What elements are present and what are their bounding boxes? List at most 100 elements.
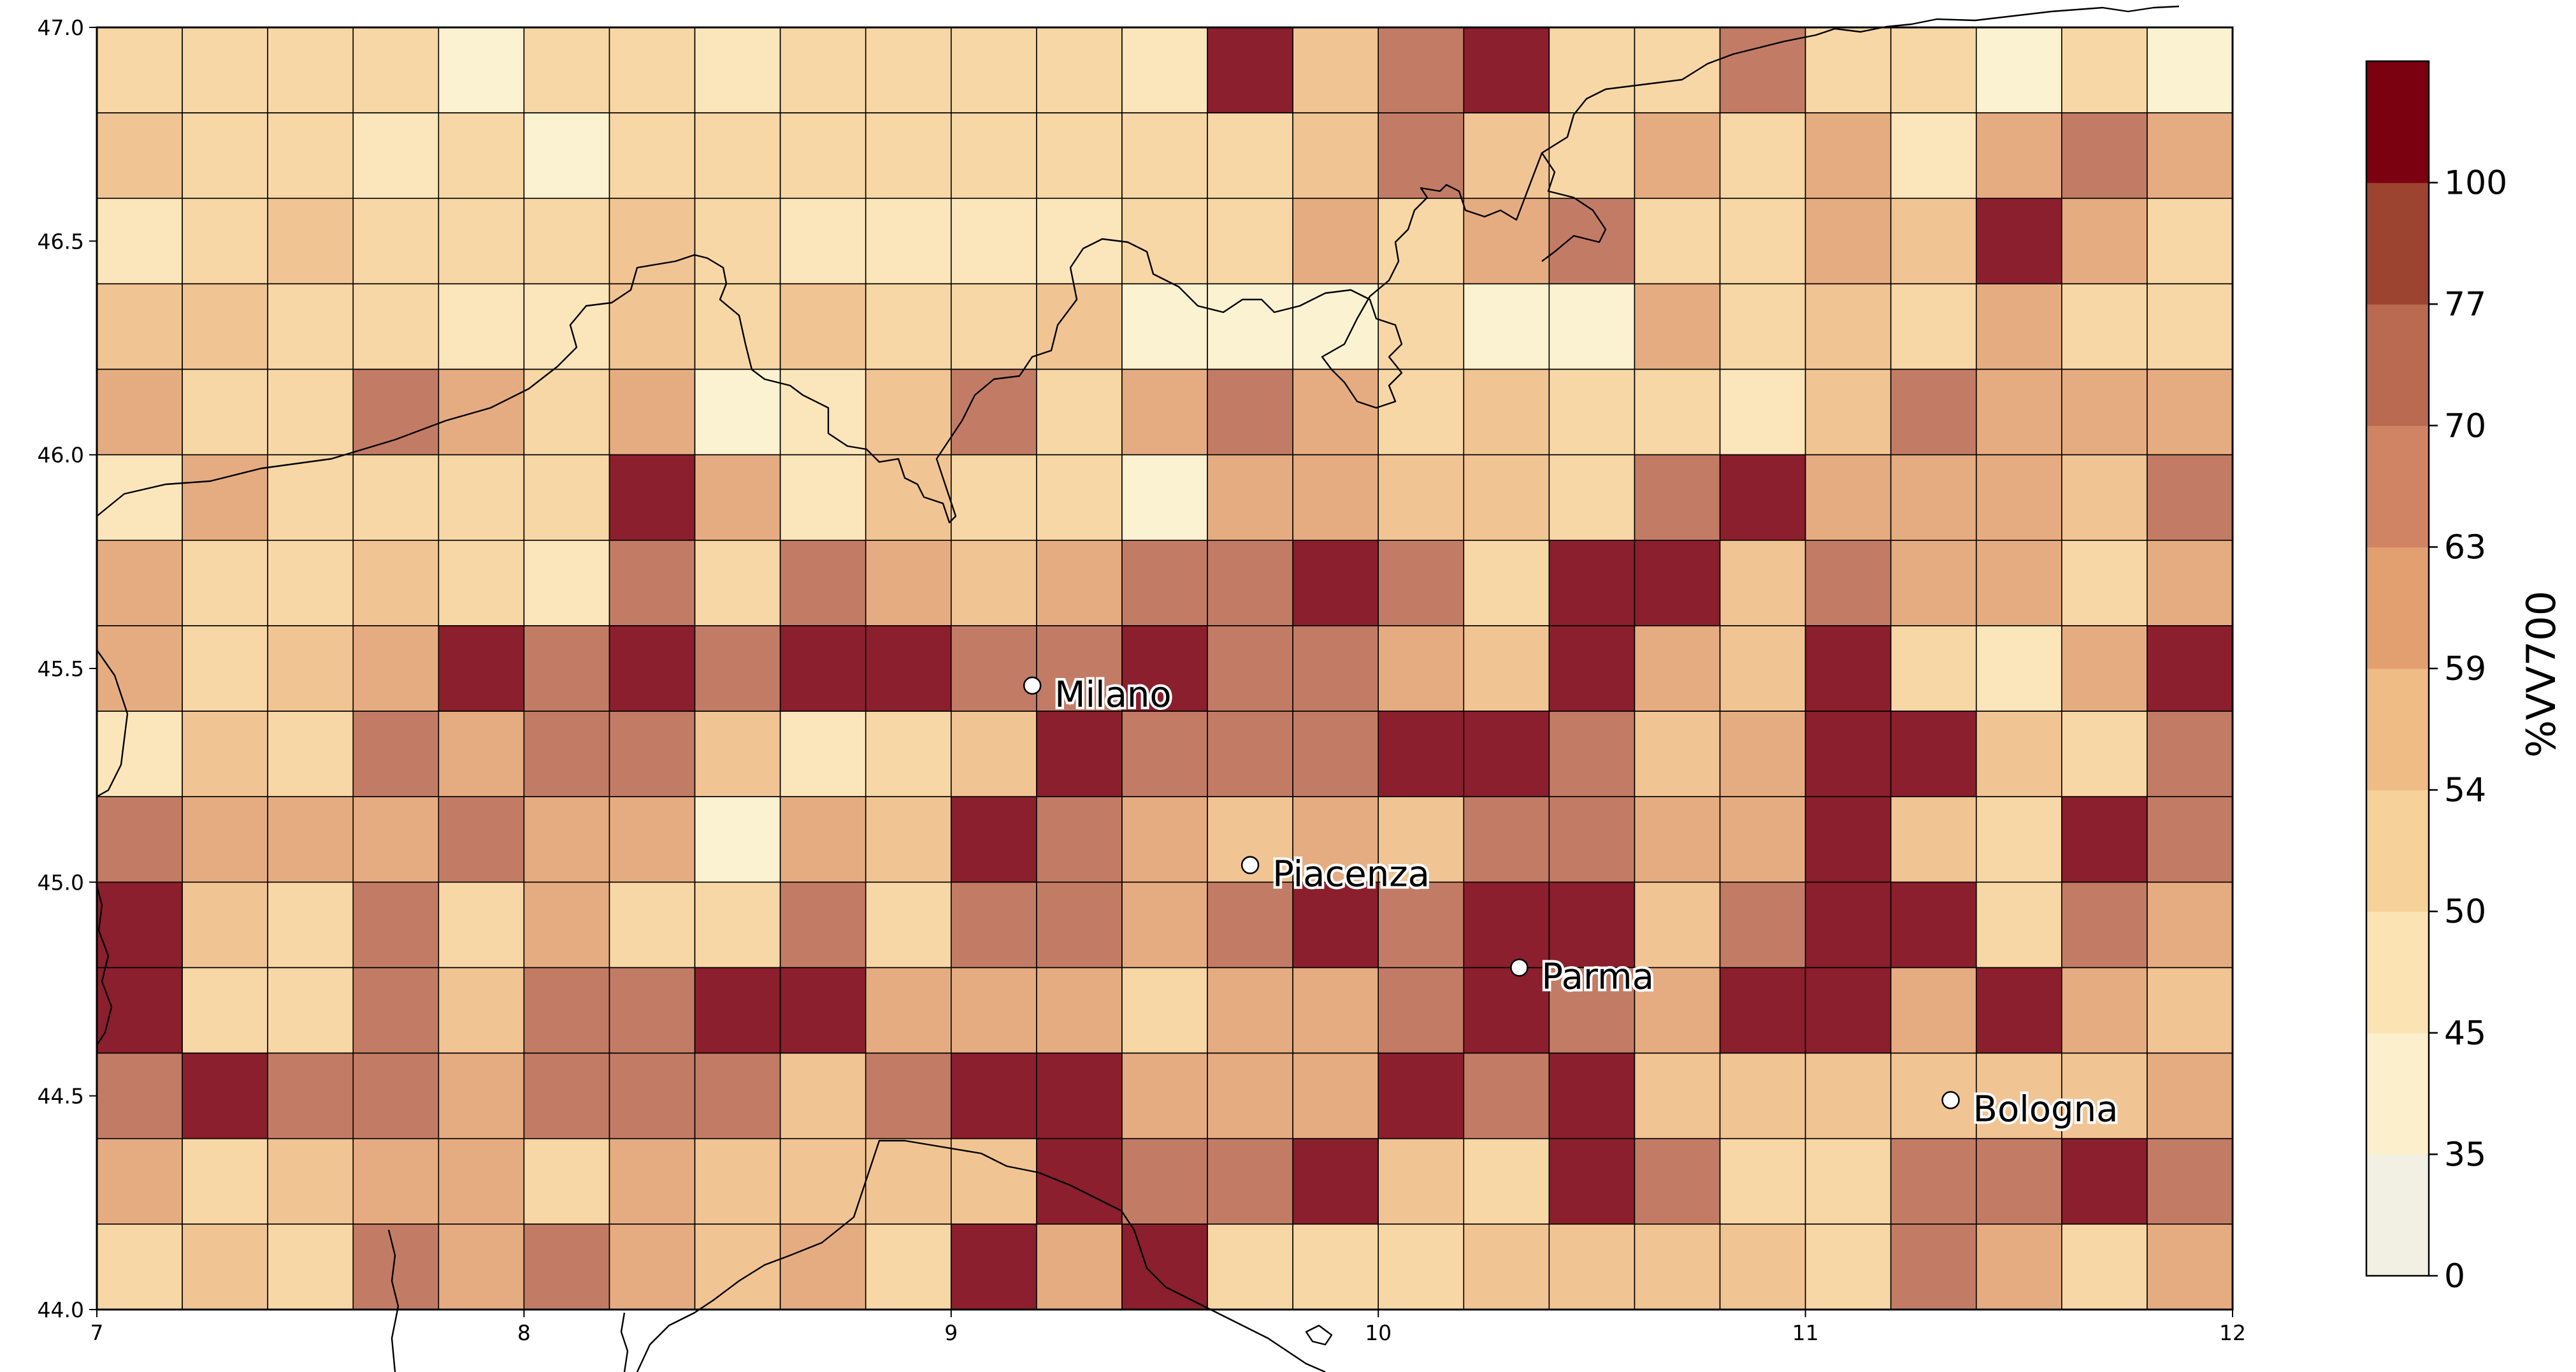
grid-cell	[182, 711, 268, 797]
grid-cell	[1634, 198, 1721, 285]
liguria-coastline	[620, 1139, 1326, 1372]
grid-cell	[1121, 112, 1208, 199]
grid-cell	[1804, 1137, 1892, 1225]
grid-cell	[1463, 198, 1550, 285]
grid-cell	[865, 1052, 952, 1139]
grid-cell	[865, 112, 952, 199]
grid-cell	[1121, 967, 1208, 1054]
grid-cell	[1463, 625, 1550, 712]
grid-cell	[96, 454, 183, 541]
grid-cell	[1463, 368, 1550, 456]
grid-cell	[182, 368, 268, 456]
y-tick-label: 45.5	[38, 656, 84, 681]
grid-cell	[1890, 112, 1977, 199]
grid-cell	[267, 796, 354, 883]
grid-cell	[865, 368, 952, 456]
grid-cell	[1207, 368, 1293, 456]
grid-cell	[865, 1137, 952, 1225]
grid-cell	[352, 625, 440, 712]
grid-cell	[352, 796, 440, 883]
grid-cell	[1378, 539, 1465, 626]
grid-cell	[951, 625, 1037, 712]
x-axis-ticks: 7 8 9 10 11 12	[90, 1310, 2246, 1345]
grid-cell	[1890, 368, 1977, 456]
grid-cell	[523, 368, 610, 456]
grid-cell	[1634, 283, 1721, 370]
grid-cell	[1207, 881, 1293, 969]
grid-cell	[608, 1137, 696, 1225]
grid-cell	[1121, 1137, 1208, 1225]
grid-cell	[182, 625, 268, 712]
grid-cell	[694, 198, 781, 285]
grid-cell	[438, 198, 525, 285]
grid-cell	[1804, 198, 1892, 285]
grid-cell	[1975, 1224, 2062, 1310]
grid-cell	[779, 27, 867, 113]
grid-cell	[2061, 881, 2148, 969]
grid-cell	[1207, 112, 1293, 199]
grid-cell	[2147, 881, 2233, 969]
colorbar-tick-label: 59	[2444, 650, 2486, 688]
grid-cell	[1804, 1224, 1892, 1310]
colorbar-tick-label: 35	[2444, 1136, 2486, 1174]
grid-cell	[1378, 1052, 1465, 1139]
grid-cell	[1634, 625, 1721, 712]
colorbar-tick-label: 54	[2444, 772, 2486, 810]
grid-cell	[352, 198, 440, 285]
grid-cell	[951, 796, 1037, 883]
grid-cell	[523, 1137, 610, 1225]
grid-cell	[96, 539, 183, 626]
grid-cell	[96, 881, 183, 969]
grid-cell	[1719, 711, 1806, 797]
grid-cell	[1207, 198, 1293, 285]
colorbar-title: %VV700	[2518, 591, 2565, 758]
colorbar-tick-label: 63	[2444, 528, 2486, 567]
grid-cell	[951, 711, 1037, 797]
grid-cell	[1378, 1224, 1465, 1310]
grid-cell	[1121, 27, 1208, 113]
grid-cell	[2147, 796, 2233, 883]
grid-cell	[1890, 27, 1977, 113]
grid-cell	[779, 1137, 867, 1225]
grid-cell	[1719, 368, 1806, 456]
grid-cell	[1634, 967, 1721, 1054]
grid-cell	[1890, 1224, 1977, 1310]
grid-cell	[1378, 27, 1465, 113]
city-marker	[1023, 676, 1042, 695]
grid-cell	[1719, 796, 1806, 883]
grid-cell	[438, 283, 525, 370]
grid-cell	[2061, 368, 2148, 456]
x-tick-label: 7	[90, 1320, 104, 1345]
grid-cell	[694, 112, 781, 199]
grid-cell	[608, 1052, 696, 1139]
x-tick-label: 11	[1792, 1320, 1819, 1345]
grid-cell	[1207, 625, 1293, 712]
grid-cell	[1719, 881, 1806, 969]
grid-cell	[182, 881, 268, 969]
grid-cell	[694, 1052, 781, 1139]
grid-cell	[865, 198, 952, 285]
x-tick-label: 9	[944, 1320, 958, 1345]
grid-cell	[694, 539, 781, 626]
grid-cell	[1207, 967, 1293, 1054]
grid-cell	[1292, 625, 1379, 712]
colorbar-segment	[2366, 790, 2429, 912]
grid-cell	[951, 1137, 1037, 1225]
colorbar-tick-label: 50	[2444, 893, 2486, 931]
grid-cell	[1634, 796, 1721, 883]
grid-cell	[96, 1052, 183, 1139]
grid-cell	[1463, 1137, 1550, 1225]
grid-cell	[1036, 796, 1123, 883]
grid-cell	[182, 198, 268, 285]
grid-cell	[1975, 1137, 2062, 1225]
grid-cell	[2147, 368, 2233, 456]
grid-cell	[1890, 283, 1977, 370]
colorbar-segment	[2366, 1032, 2429, 1155]
grid-cell	[608, 1224, 696, 1310]
grid-cell	[1975, 1052, 2062, 1139]
grid-cell	[2061, 27, 2148, 113]
grid-cell	[1121, 625, 1208, 712]
grid-cell	[523, 625, 610, 712]
grid-cell	[608, 283, 696, 370]
city-label: Parma	[1541, 956, 1653, 997]
